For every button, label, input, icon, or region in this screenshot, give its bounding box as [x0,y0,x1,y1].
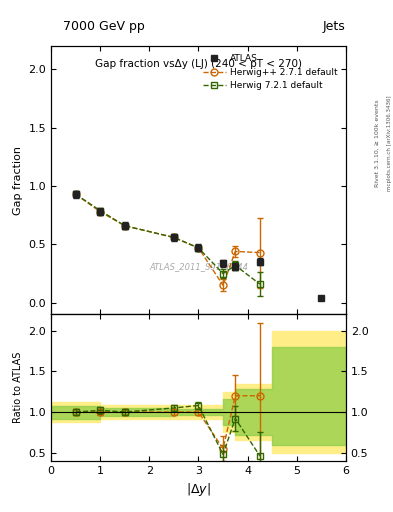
Y-axis label: Gap fraction: Gap fraction [13,146,23,215]
Legend: ATLAS, Herwig++ 2.7.1 default, Herwig 7.2.1 default: ATLAS, Herwig++ 2.7.1 default, Herwig 7.… [199,51,342,94]
Text: Rivet 3.1.10, ≥ 100k events: Rivet 3.1.10, ≥ 100k events [375,99,380,187]
Text: Jets: Jets [323,20,346,33]
X-axis label: $|\Delta y|$: $|\Delta y|$ [186,481,211,498]
Text: mcplots.cern.ch [arXiv:1306.3436]: mcplots.cern.ch [arXiv:1306.3436] [387,96,391,191]
Text: 7000 GeV pp: 7000 GeV pp [63,20,145,33]
Y-axis label: Ratio to ATLAS: Ratio to ATLAS [13,352,23,423]
Text: Gap fraction vsΔy (LJ) (240 < pT < 270): Gap fraction vsΔy (LJ) (240 < pT < 270) [95,59,302,70]
Text: ATLAS_2011_S9126244: ATLAS_2011_S9126244 [149,262,248,271]
